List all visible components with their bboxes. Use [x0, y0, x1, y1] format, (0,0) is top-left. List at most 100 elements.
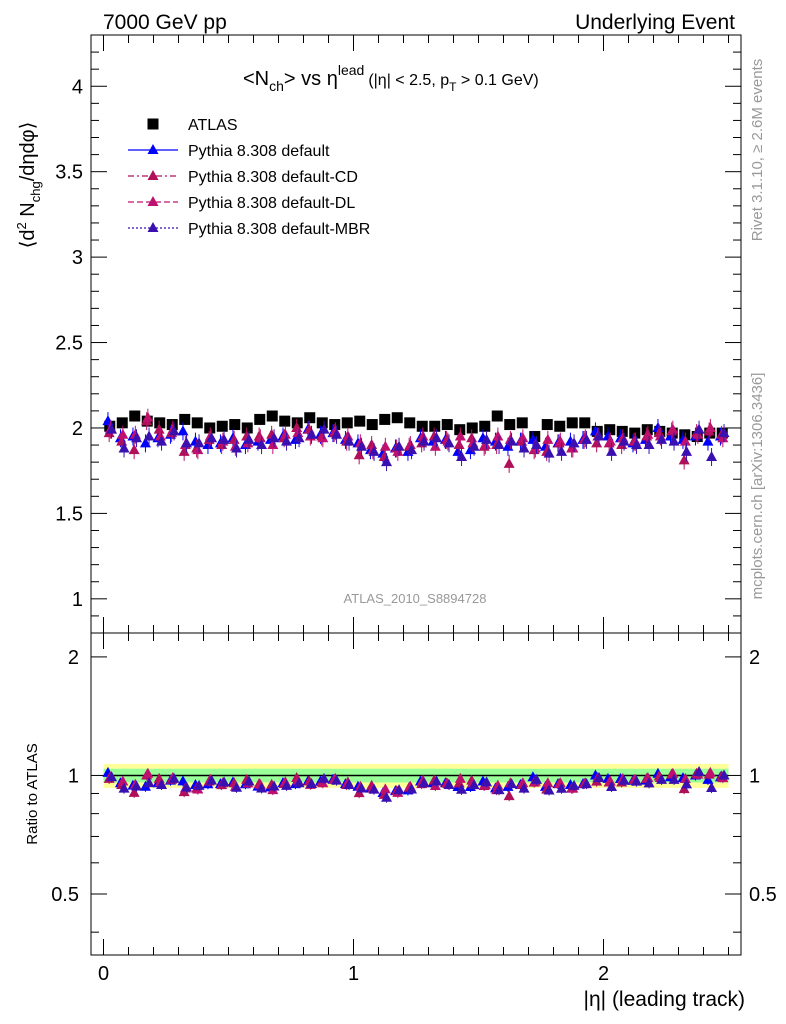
atlas-data-point [516, 417, 528, 429]
atlas-data-point [266, 410, 278, 422]
legend-marker-atlas [147, 118, 159, 130]
mc-point [128, 444, 140, 455]
ratio-point [706, 782, 718, 793]
atlas-data-point [466, 422, 478, 434]
ratio-point [218, 776, 230, 787]
atlas-data-point [291, 417, 303, 429]
mc-point [681, 445, 693, 456]
mc-point [604, 435, 616, 446]
mc-point [342, 430, 354, 441]
atlas-data-point [616, 425, 628, 437]
ratio-point [243, 775, 255, 786]
mc-point [331, 428, 343, 439]
header-left: 7000 GeV pp [103, 11, 227, 34]
ratio-point [256, 782, 268, 793]
atlas-data-point [554, 420, 566, 432]
ratio-point [554, 777, 566, 788]
ratio-point [656, 773, 668, 784]
mc-point [692, 428, 704, 439]
mc-point [368, 445, 380, 456]
ratio-point [143, 777, 155, 788]
mc-point [593, 430, 605, 441]
mc-point [642, 428, 654, 439]
main-panel: 1 1.5 2 2.5 3 3.5 4 [55, 34, 742, 634]
ratio-y-label: Ratio to ATLAS [24, 743, 41, 844]
x-tick-label: 2 [598, 963, 609, 985]
mc-point [406, 444, 418, 455]
legend-label: Pythia 8.308 default [188, 143, 330, 160]
atlas-data-point [429, 420, 441, 432]
ratio-y-tick-label-right: 0.5 [749, 884, 777, 906]
main-y-tick-label: 3.5 [55, 162, 83, 184]
mc-point [431, 432, 443, 443]
mc-point [668, 435, 680, 446]
atlas-data-point [504, 419, 516, 431]
atlas-data-point [154, 417, 166, 429]
ratio-point [142, 767, 154, 778]
main-y-label: ⟨d2 Nchg/dηdφ⟩ [14, 122, 43, 249]
ratio-point [493, 784, 505, 795]
mc-point [353, 449, 365, 460]
ratio-point [406, 783, 418, 794]
mc-point [106, 423, 118, 434]
mc-point [256, 439, 268, 450]
main-y-label-mid: N [17, 202, 39, 222]
mc-point [717, 432, 729, 443]
mc-point [479, 439, 491, 450]
mc-point [702, 435, 714, 446]
main-y-label-pre: ⟨d [17, 229, 39, 248]
mc-point [704, 421, 716, 432]
mc-point [318, 423, 330, 434]
ratio-panel: 0.5 0.5 1 1 2 2 0 1 2 [51, 632, 777, 985]
atlas-data-point [354, 415, 366, 427]
ratio-point [156, 778, 168, 789]
atlas-data-point [604, 424, 616, 436]
mc-point [118, 442, 130, 453]
plot-title-mid: > vs η [284, 68, 338, 90]
atlas-data-point [116, 417, 128, 429]
ratio-point [177, 775, 189, 786]
atlas-data-point [441, 419, 453, 431]
mcplots-label: mcplots.cern.ch [arXiv:1306.3436] [749, 373, 766, 600]
mc-point [656, 433, 668, 444]
atlas-data-point [566, 417, 578, 429]
atlas-data-point [579, 417, 591, 429]
atlas-data-point [391, 412, 403, 424]
mc-point [542, 433, 554, 444]
ratio-y-tick-label: 0.5 [51, 884, 79, 906]
plot-title-sup: lead [338, 62, 364, 78]
mc-point [404, 439, 416, 450]
legend: ATLAS Pythia 8.308 default Pythia 8.308 de… [128, 117, 370, 238]
mc-point [306, 428, 318, 439]
ratio-point [517, 777, 529, 788]
mc-point [581, 433, 593, 444]
ratio-y-tick-label-right: 2 [749, 647, 760, 669]
plot-title-main-sub: ch [269, 78, 284, 94]
ratio-point [431, 775, 443, 786]
mc-point [706, 451, 718, 462]
ratio-point [542, 777, 554, 788]
ratio-point [131, 780, 143, 791]
mc-point [468, 440, 480, 451]
ratio-point [481, 776, 493, 787]
atlas-data-point [204, 422, 216, 434]
mc-point [393, 440, 405, 451]
ratio-point [668, 773, 680, 784]
ratio-point [679, 772, 691, 783]
ratio-point [506, 778, 518, 789]
mc-point [292, 427, 304, 438]
mc-point [481, 433, 493, 444]
mc-point [417, 430, 429, 441]
atlas-data-point [129, 410, 141, 422]
mc-point [177, 425, 189, 436]
legend-label: Pythia 8.308 default-DL [188, 195, 355, 212]
mc-point [456, 451, 468, 462]
ratio-point [356, 782, 368, 793]
mc-point [492, 430, 504, 441]
atlas-data-point [541, 419, 553, 431]
ratio-point [106, 771, 118, 782]
ratio-point [456, 783, 468, 794]
atlas-data-point [416, 420, 428, 432]
mc-point [554, 435, 566, 446]
